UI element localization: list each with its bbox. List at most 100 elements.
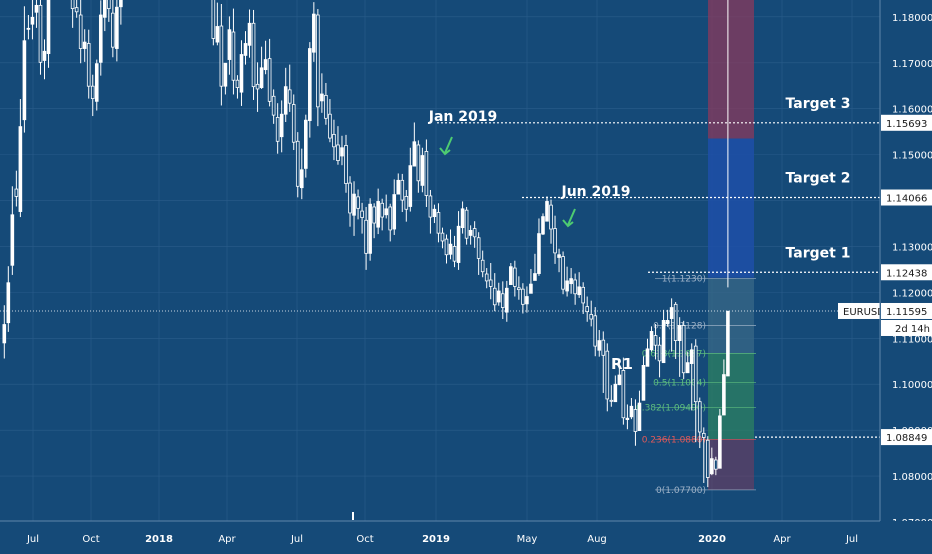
y-tick-label-6: 1.13000 xyxy=(892,242,932,253)
y-tick-label-2: 1.17000 xyxy=(892,59,932,70)
candle-body-127 xyxy=(513,267,517,287)
candle-body-7 xyxy=(30,16,35,25)
candle-body-172 xyxy=(693,345,698,403)
candle-body-141 xyxy=(569,278,573,285)
candle-body-166 xyxy=(669,307,674,319)
candle-body-108 xyxy=(436,212,441,234)
candle-body-179 xyxy=(722,374,726,416)
candle-body-139 xyxy=(561,256,565,290)
candle-body-173 xyxy=(697,401,702,433)
candle-body-171 xyxy=(689,349,694,364)
candle-body-160 xyxy=(645,348,650,367)
candle-body-98 xyxy=(396,179,401,195)
candle-body-104 xyxy=(420,155,425,186)
candle-body-23 xyxy=(94,63,99,102)
candle-body-165 xyxy=(665,319,670,325)
candle-body-147 xyxy=(593,315,598,347)
candle-body-163 xyxy=(657,344,662,362)
candle-body-131 xyxy=(529,283,533,294)
candle-body-146 xyxy=(589,314,594,320)
x-tick-label-11: Jul xyxy=(845,534,858,545)
candle-body-169 xyxy=(681,325,686,374)
candle-body-155 xyxy=(625,417,630,420)
candle-body-111 xyxy=(448,243,453,255)
candle-body-28 xyxy=(115,6,119,49)
candle-body-150 xyxy=(605,350,610,400)
x-tick-label-6: 2019 xyxy=(422,534,450,545)
fib-label-4: 0.382(1.09490) xyxy=(636,404,706,414)
candle-body-124 xyxy=(500,293,505,308)
candle-body-109 xyxy=(440,232,445,242)
candle-body-96 xyxy=(388,206,393,231)
candle-body-90 xyxy=(364,219,368,254)
candle-body-67 xyxy=(271,95,276,116)
candle-body-55 xyxy=(223,62,228,87)
candle-body-17 xyxy=(70,0,75,9)
fib-zone-upper xyxy=(708,278,754,354)
candle-body-107 xyxy=(432,208,437,218)
candle-body-66 xyxy=(267,58,272,102)
candle-body-176 xyxy=(710,458,714,475)
x-tick-label-9: 2020 xyxy=(698,534,726,545)
candle-body-53 xyxy=(215,26,220,43)
y-tick-label-3: 1.16000 xyxy=(892,105,932,116)
candle-body-9 xyxy=(38,4,43,63)
candle-body-178 xyxy=(718,415,722,469)
candle-body-69 xyxy=(279,113,284,138)
annotation-r1: R1 xyxy=(611,355,633,373)
symbol-box xyxy=(838,302,880,319)
x-tick-label-2: 2018 xyxy=(145,534,173,545)
candle-body-97 xyxy=(392,194,397,230)
countdown-box-top xyxy=(881,319,932,336)
candle-body-140 xyxy=(565,280,569,292)
y-tick-label-9: 1.10000 xyxy=(892,380,932,391)
candle-body-54 xyxy=(219,25,224,87)
candle-body-58 xyxy=(235,79,240,88)
arrow-jan-2019-icon xyxy=(439,136,453,156)
candle-body-63 xyxy=(255,83,260,90)
candle-body-100 xyxy=(404,196,409,210)
candle-body-159 xyxy=(641,365,646,401)
candle-body-84 xyxy=(340,147,344,157)
level-price-text-top-0: 1.15693 xyxy=(886,119,927,130)
candle-body-87 xyxy=(352,193,356,216)
fib-label-3: 0.5(1.1004) xyxy=(653,378,706,388)
candle-body-153 xyxy=(617,374,622,386)
candle-body-52 xyxy=(211,0,216,39)
candle-body-142 xyxy=(573,279,577,295)
candle-body-133 xyxy=(537,233,541,274)
fib-label-5: 0.236(1.0880) xyxy=(642,435,706,445)
candle-body-26 xyxy=(107,0,111,9)
y-tick-label-4: 1.15000 xyxy=(892,151,932,162)
candle-body-11 xyxy=(46,0,51,54)
candle-body-162 xyxy=(653,335,658,346)
candle-body-92 xyxy=(372,206,376,224)
fib-label-0: 1(1.1230) xyxy=(662,275,706,285)
x-tick-label-5: Oct xyxy=(356,534,373,545)
symbol-label: EURUSD xyxy=(843,307,885,318)
candle-body-72 xyxy=(291,104,296,143)
candle-body-71 xyxy=(287,89,292,104)
candle-body-170 xyxy=(685,362,690,374)
y-tick-label-11: 1.08000 xyxy=(892,472,932,483)
candle-body-137 xyxy=(553,228,557,254)
candle-body-4 xyxy=(18,126,23,212)
level-price-box-top-3 xyxy=(881,429,932,446)
candle-body-56 xyxy=(227,29,232,60)
candle-body-112 xyxy=(452,246,457,262)
candle-body-22 xyxy=(90,85,95,99)
candle-body-157 xyxy=(633,409,638,432)
candle-body-101 xyxy=(408,165,413,207)
last-price-text-top: 1.11595 xyxy=(886,307,927,318)
x-tick-label-1: Oct xyxy=(82,534,99,545)
last-price-box-top xyxy=(881,302,932,319)
candle-body-149 xyxy=(601,339,606,356)
candle-body-167 xyxy=(673,303,678,342)
candle-body-86 xyxy=(348,182,352,214)
x-tick-label-10: Apr xyxy=(773,534,791,545)
candle-body-19 xyxy=(78,14,83,49)
risk-zone-upper xyxy=(708,0,754,139)
candle-body-126 xyxy=(509,266,513,285)
